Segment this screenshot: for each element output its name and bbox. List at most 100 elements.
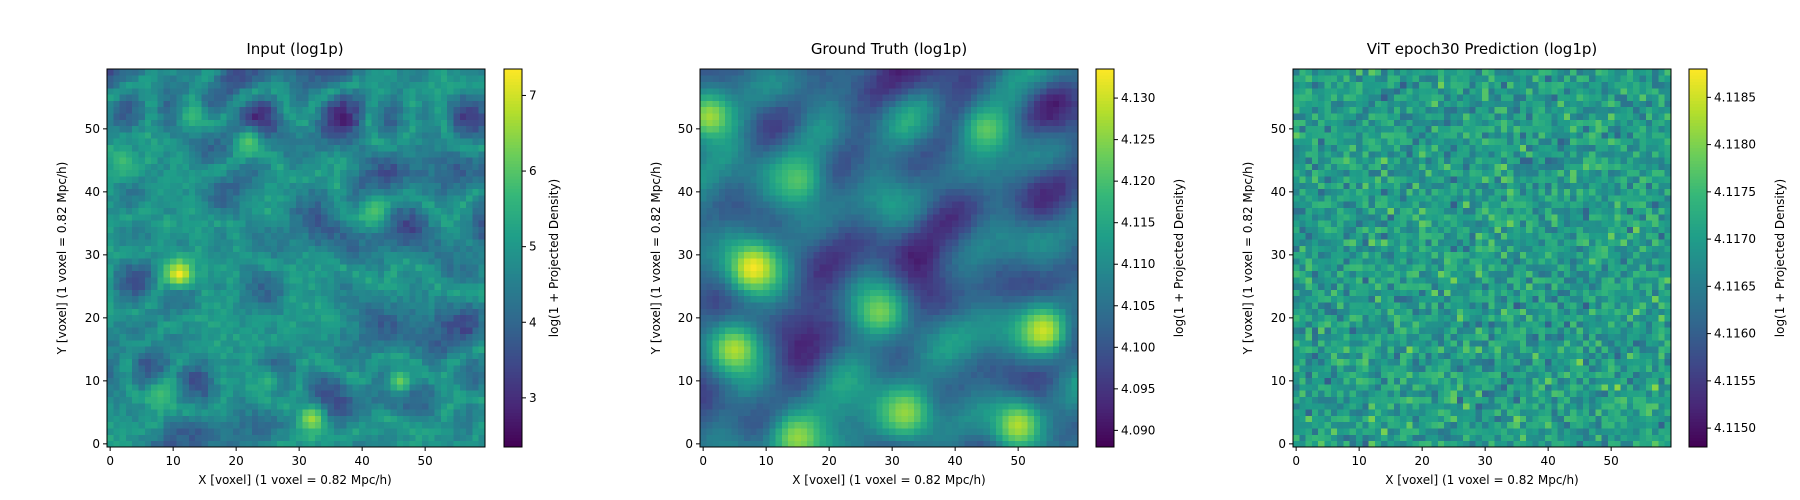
heatmap-cell bbox=[195, 327, 202, 334]
heatmap-cell bbox=[201, 201, 209, 208]
heatmap-cell bbox=[302, 138, 309, 145]
heatmap-cell bbox=[466, 144, 473, 152]
heatmap-cell bbox=[296, 264, 303, 271]
heatmap-cell bbox=[838, 371, 846, 379]
heatmap-cell bbox=[409, 188, 417, 196]
heatmap-cell bbox=[996, 327, 1003, 334]
heatmap-cell bbox=[119, 327, 127, 334]
heatmap-cell bbox=[788, 440, 795, 448]
heatmap-cell bbox=[289, 384, 297, 391]
heatmap-cell bbox=[314, 302, 322, 309]
heatmap-cell bbox=[333, 421, 341, 429]
heatmap-cell bbox=[945, 390, 953, 397]
heatmap-cell bbox=[333, 169, 341, 177]
heatmap-cell bbox=[138, 176, 146, 183]
heatmap-cell bbox=[1059, 352, 1066, 360]
heatmap-cell bbox=[377, 358, 385, 366]
heatmap-cell bbox=[270, 352, 278, 360]
heatmap-cell bbox=[119, 188, 127, 196]
heatmap-cell bbox=[239, 125, 246, 133]
heatmap-cell bbox=[264, 220, 272, 227]
heatmap-cell bbox=[964, 384, 972, 391]
heatmap-cell bbox=[346, 87, 354, 95]
heatmap-cell bbox=[132, 302, 139, 309]
heatmap-cell bbox=[428, 352, 435, 360]
heatmap-cell bbox=[1033, 358, 1041, 366]
heatmap-cell bbox=[365, 169, 372, 177]
heatmap-cell bbox=[176, 258, 183, 265]
heatmap-cell bbox=[744, 384, 751, 391]
heatmap-cell bbox=[314, 396, 322, 404]
heatmap-cell bbox=[396, 377, 404, 385]
heatmap-cell bbox=[195, 150, 202, 158]
heatmap-cell bbox=[1033, 321, 1041, 328]
heatmap-cell bbox=[264, 409, 272, 416]
heatmap-cell bbox=[390, 289, 398, 297]
heatmap-cell bbox=[447, 358, 454, 366]
heatmap-cell bbox=[170, 169, 177, 177]
heatmap-cell bbox=[308, 157, 316, 164]
heatmap-cell bbox=[302, 352, 309, 360]
heatmap-cell bbox=[415, 176, 423, 183]
heatmap-cell bbox=[907, 434, 915, 442]
heatmap-cell bbox=[415, 207, 423, 215]
heatmap-cell bbox=[977, 415, 984, 423]
heatmap-cell bbox=[207, 352, 215, 360]
heatmap-cell bbox=[340, 239, 347, 246]
heatmap-cell bbox=[440, 106, 448, 114]
heatmap-cell bbox=[157, 321, 165, 328]
heatmap-cell bbox=[819, 365, 827, 372]
heatmap-cell bbox=[132, 213, 139, 221]
heatmap-cell bbox=[390, 69, 398, 76]
heatmap-cell bbox=[434, 421, 442, 429]
heatmap-cell bbox=[377, 270, 385, 278]
heatmap-cell bbox=[459, 132, 467, 139]
heatmap-cell bbox=[459, 371, 467, 379]
heatmap-cell bbox=[308, 308, 316, 316]
heatmap-cell bbox=[365, 283, 372, 290]
heatmap-cell bbox=[453, 377, 461, 385]
heatmap-cell bbox=[107, 132, 114, 139]
heatmap-cell bbox=[264, 289, 272, 297]
heatmap-cell bbox=[952, 346, 959, 353]
heatmap-cell bbox=[428, 87, 435, 95]
heatmap-cell bbox=[409, 384, 417, 391]
heatmap-cell bbox=[352, 402, 360, 410]
heatmap-cell bbox=[428, 428, 435, 435]
heatmap-cell bbox=[788, 377, 795, 385]
heatmap-cell bbox=[296, 239, 303, 246]
heatmap-cell bbox=[1002, 352, 1010, 360]
heatmap-cell bbox=[895, 327, 902, 334]
heatmap-cell bbox=[371, 365, 379, 372]
heatmap-cell bbox=[914, 415, 921, 423]
heatmap-cell bbox=[170, 157, 177, 164]
heatmap-cell bbox=[226, 150, 234, 158]
colorbar-segment bbox=[504, 119, 522, 123]
heatmap-cell bbox=[333, 270, 341, 278]
heatmap-cell bbox=[163, 428, 171, 435]
heatmap-cell bbox=[226, 69, 234, 76]
heatmap-cell bbox=[201, 213, 209, 221]
heatmap-cell bbox=[207, 75, 215, 82]
heatmap-cell bbox=[201, 169, 209, 177]
heatmap-cell bbox=[113, 157, 120, 164]
heatmap-cell bbox=[226, 94, 234, 101]
x-tick-label: 20 bbox=[229, 454, 244, 468]
colorbar-segment bbox=[504, 409, 522, 413]
heatmap-cell bbox=[144, 100, 152, 108]
heatmap-cell bbox=[832, 415, 839, 423]
heatmap-cell bbox=[314, 264, 322, 271]
heatmap-cell bbox=[207, 176, 215, 183]
heatmap-cell bbox=[983, 339, 991, 347]
heatmap-cell bbox=[384, 371, 391, 379]
heatmap-cell bbox=[1052, 409, 1060, 416]
colorbar-segment bbox=[504, 223, 522, 227]
heatmap-cell bbox=[945, 377, 953, 385]
heatmap-cell bbox=[233, 434, 240, 442]
heatmap-cell bbox=[226, 239, 234, 246]
heatmap-cell bbox=[434, 138, 442, 145]
heatmap-cell bbox=[239, 157, 246, 164]
heatmap-cell bbox=[706, 321, 713, 328]
heatmap-cell bbox=[239, 295, 246, 303]
heatmap-cell bbox=[239, 226, 246, 234]
